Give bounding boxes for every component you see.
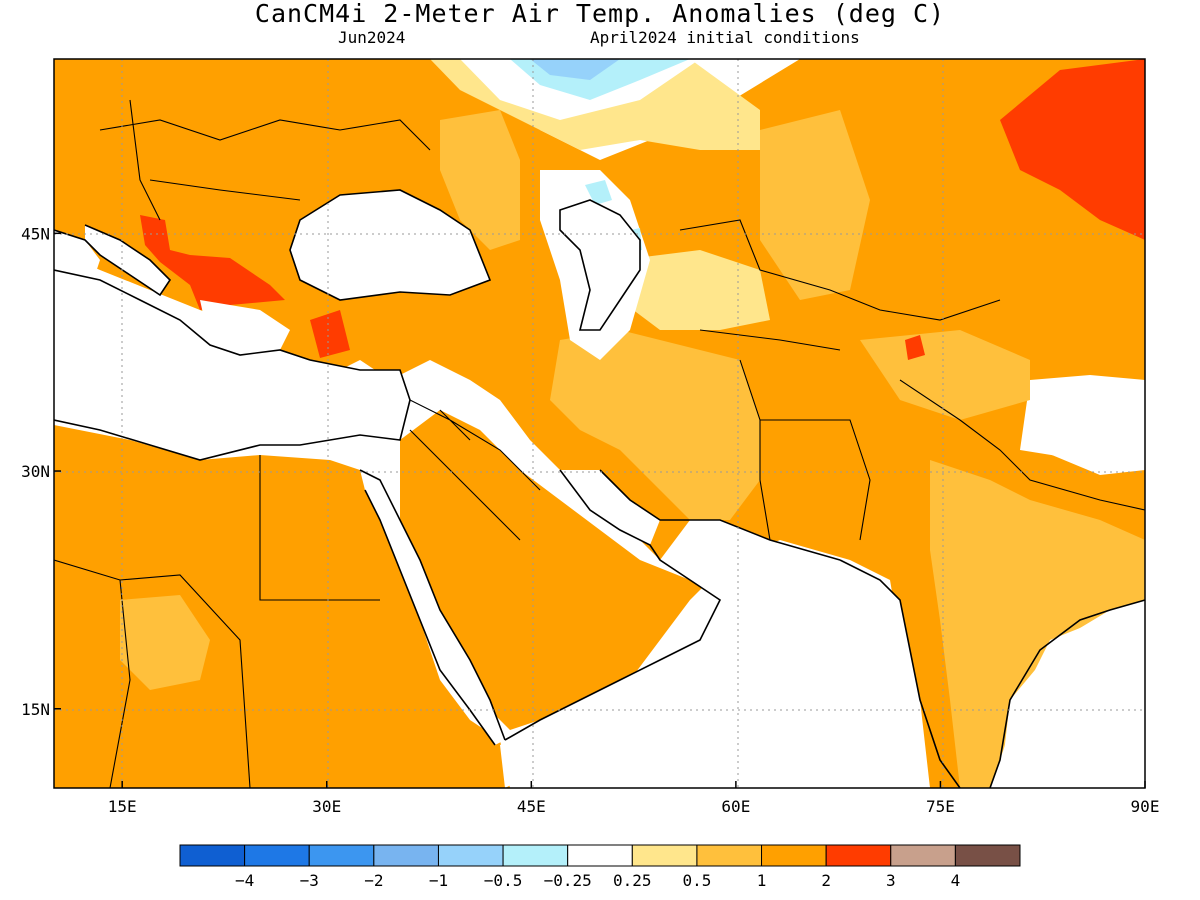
- anomaly-region-yellow-aral: [620, 250, 770, 330]
- caspian-sea: [560, 200, 640, 330]
- lat-label: 15N: [21, 700, 50, 719]
- country-borders: [54, 99, 1145, 788]
- colorbar-label: −0.5: [484, 871, 523, 890]
- lon-label: 90E: [1131, 797, 1160, 816]
- caspian-coastline: [559, 199, 641, 331]
- colorbar-swatch: [761, 844, 827, 867]
- lon-label: 60E: [721, 797, 750, 816]
- lon-label: 75E: [926, 797, 955, 816]
- anomaly-region-white-tibet: [1030, 375, 1145, 475]
- colorbar-swatch: [696, 844, 763, 867]
- aegean-sea: [200, 300, 290, 355]
- border-india-china: [899, 379, 1145, 511]
- anomaly-region-red-kashmir: [905, 335, 925, 360]
- colorbar-swatch: [567, 844, 633, 867]
- border-europe: [99, 99, 431, 221]
- anomaly-region-orange-arabia: [400, 410, 720, 730]
- colorbar-label: 4: [951, 871, 961, 890]
- anomaly-region-light-orange-sahara: [120, 595, 210, 690]
- colorbar-swatch: [179, 844, 246, 867]
- border-central-asia: [679, 219, 1001, 351]
- colorbar-swatch: [825, 844, 892, 867]
- persian-gulf: [560, 470, 660, 545]
- anomaly-region-red-siberia: [1000, 59, 1145, 240]
- black-sea-coastline: [289, 189, 492, 301]
- coastlines: [54, 189, 1145, 788]
- colorbar-label: 0.5: [682, 871, 711, 890]
- colorbar-label: −4: [235, 871, 254, 890]
- initial-conditions-label: April2024 initial conditions: [590, 28, 860, 47]
- lon-label: 15E: [108, 797, 137, 816]
- graticule: [54, 59, 1145, 788]
- tyrrhenian-sea: [54, 230, 100, 290]
- anomaly-region-light-orange-caucasus: [440, 110, 520, 250]
- colorbar-swatch: [437, 844, 504, 867]
- black-sea: [290, 190, 490, 300]
- map-frame: [53, 58, 1146, 789]
- anomaly-region-light-orange-tibet: [860, 330, 1030, 420]
- india-coastline: [839, 559, 1145, 788]
- colorbar-label: −0.25: [544, 871, 592, 890]
- anomaly-region-light-orange-kazakh: [760, 110, 870, 300]
- anomaly-region-red-balkans: [140, 215, 285, 310]
- colorbar-swatch: [308, 844, 375, 867]
- anomaly-region-light-orange-india: [930, 460, 1145, 788]
- anomaly-region-orange-africa: [54, 425, 510, 788]
- anomaly-region-red-turkey: [310, 310, 350, 358]
- border-africa: [54, 455, 380, 788]
- colorbar-label: 2: [821, 871, 831, 890]
- colorbar-swatch: [954, 844, 1021, 867]
- colorbar-swatch: [631, 844, 698, 867]
- lat-label: 45N: [21, 224, 50, 243]
- lat-label: 30N: [21, 462, 50, 481]
- colorbar-swatch: [502, 844, 569, 867]
- anomaly-region-light-blue-caspian: [585, 180, 612, 205]
- colorbar-swatch: [890, 844, 956, 867]
- gulf-of-aden: [500, 700, 640, 788]
- border-middle-east: [409, 399, 541, 541]
- colorbar-label: −1: [429, 871, 448, 890]
- anomaly-region-light-orange-iran: [550, 330, 760, 520]
- mediterranean-sea: [54, 270, 410, 460]
- latitude-axis: 45N 30N 15N: [21, 224, 61, 719]
- adriatic-sea: [85, 225, 170, 295]
- colorbar-label: −3: [300, 871, 319, 890]
- colorbar-swatch: [244, 844, 310, 867]
- border-iran-afghanistan: [739, 359, 871, 541]
- lon-label: 30E: [312, 797, 341, 816]
- colorbar-label: −2: [364, 871, 383, 890]
- anomaly-region-blue-north: [530, 59, 620, 80]
- colorbar-swatch: [373, 844, 439, 867]
- colorbar-label: 1: [757, 871, 767, 890]
- colorbar: −4 −3 −2 −1 −0.5 −0.25 0.25 0.5 1 2 3 4: [179, 844, 1021, 890]
- map-title: CanCM4i 2-Meter Air Temp. Anomalies (deg…: [254, 0, 946, 28]
- lon-label: 45E: [517, 797, 546, 816]
- forecast-month: Jun2024: [338, 28, 406, 47]
- colorbar-label: 0.25: [613, 871, 652, 890]
- italy-coastline: [54, 224, 172, 297]
- anomaly-region-white-arabian-sea: [600, 540, 930, 788]
- arabia-coastline: [504, 469, 722, 741]
- longitude-axis: 15E 30E 45E 60E 75E 90E: [108, 781, 1160, 816]
- colorbar-label: 3: [886, 871, 896, 890]
- mediterranean-coastline: [54, 269, 411, 461]
- anomaly-field: [54, 59, 1145, 788]
- red-sea: [360, 470, 505, 745]
- bay-of-bengal: [1000, 600, 1145, 788]
